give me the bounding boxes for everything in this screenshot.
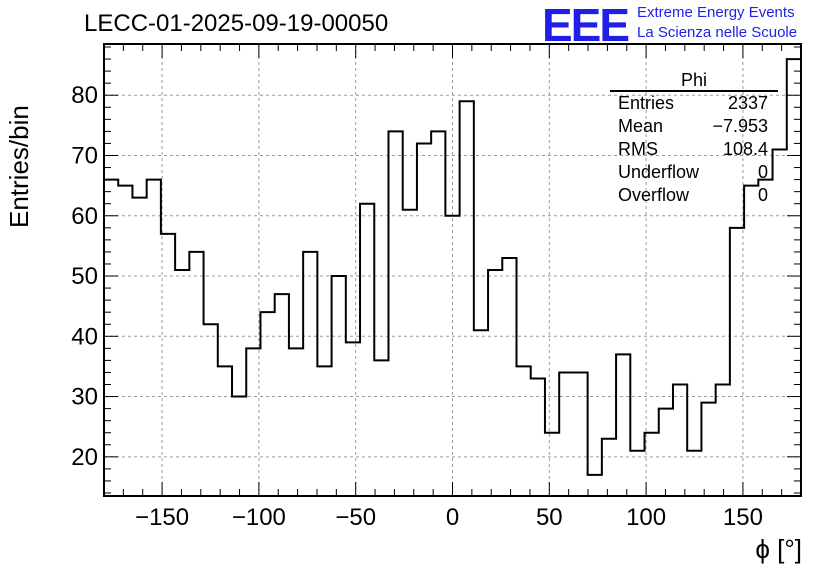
histogram-bin [517,366,531,496]
chart-title: LECC-01-2025-09-19-00050 [84,10,389,37]
histogram-bin [573,372,587,496]
stats-key: Underflow [618,162,700,182]
histogram-bin [346,342,360,496]
histogram-bin [147,180,161,496]
x-tick-label: −150 [135,504,189,531]
histogram-bin [630,451,644,496]
histogram-bin [659,409,673,496]
stats-row-entries: Entries 2337 [610,92,778,115]
histogram-bin [260,312,274,496]
stats-title: Phi [610,70,778,92]
histogram-bin [445,216,459,496]
y-tick-label: 70 [71,142,98,169]
stats-value: −7.953 [712,116,768,136]
histogram-bin [104,180,118,496]
histogram-bin [616,354,630,496]
histogram-bin [474,330,488,496]
histogram-bin [246,348,260,496]
histogram-bin [132,198,146,496]
histogram-bin [730,228,744,496]
histogram-bin [602,439,616,496]
histogram-bin [175,270,189,496]
logo-line-2: La Scienza nelle Scuole [637,24,798,41]
histogram-bin [317,366,331,496]
y-tick-label: 50 [71,263,98,290]
y-tick-label: 30 [71,384,98,411]
histogram-bin [403,210,417,496]
histogram-bin [744,186,758,496]
x-tick-label: 100 [626,504,666,531]
histogram-bin [502,258,516,496]
stats-row-mean: Mean −7.953 [610,115,778,138]
histogram-bin [588,475,602,496]
histogram-bin [189,252,203,496]
histogram-bin [417,143,431,496]
histogram-bin [645,433,659,496]
logo-line-1: Extreme Energy Events [637,4,795,21]
histogram-bin [374,360,388,496]
stats-key: Overflow [618,185,690,205]
histogram-bin [431,131,445,496]
histogram-step-line [104,58,801,476]
x-tick-label: 50 [536,504,563,531]
stats-row-rms: RMS 108.4 [610,138,778,161]
stats-row-overflow: Overflow 0 [610,184,778,207]
histogram-bin [204,324,218,496]
histogram-bin [388,131,402,496]
histogram-bin [118,186,132,496]
histogram-bin [758,180,772,496]
histogram-bin [716,385,730,496]
stats-row-underflow: Underflow 0 [610,161,778,184]
y-tick-label: 40 [71,323,98,350]
histogram-bin [360,204,374,496]
y-tick-label: 20 [71,444,98,471]
x-tick-label: −50 [335,504,376,531]
histogram-bin [161,234,175,496]
histogram-bin [460,101,474,496]
x-axis-label: ϕ [°] [755,534,802,564]
histogram-bin [232,397,246,496]
x-tick-label: −100 [232,504,286,531]
histogram-bin [303,252,317,496]
histogram-bin [531,378,545,496]
stats-value: 0 [757,185,768,205]
histogram-bin [289,348,303,496]
eee-logo: EEE [542,0,630,51]
histogram-bin [545,433,559,496]
histogram-bin [218,366,232,496]
y-tick-label: 60 [71,203,98,230]
histogram-bin [559,372,573,496]
x-tick-label: 0 [446,504,459,531]
histogram-bin [687,451,701,496]
stats-key: RMS [618,139,658,159]
axes: −150 −100 −50 0 50 100 150 20 30 40 50 60 70 80 [71,43,802,531]
stats-value: 108.4 [722,139,768,159]
stats-key: Mean [618,116,664,136]
histogram-bin [701,403,715,496]
histogram-bin [275,294,289,496]
histogram-series [104,58,801,496]
histogram-bin [673,385,687,496]
histogram-bin [787,59,801,496]
histogram-bin [488,270,502,496]
x-tick-label: 150 [723,504,763,531]
histogram-bin [332,276,346,496]
stats-value: 2337 [727,93,768,113]
y-axis-label: Entries/bin [4,105,34,228]
stats-value: 0 [757,162,768,182]
stats-key: Entries [618,93,675,113]
y-tick-label: 80 [71,82,98,109]
stats-box: Phi Entries 2337 Mean −7.953 RMS 108.4 U… [610,70,778,207]
